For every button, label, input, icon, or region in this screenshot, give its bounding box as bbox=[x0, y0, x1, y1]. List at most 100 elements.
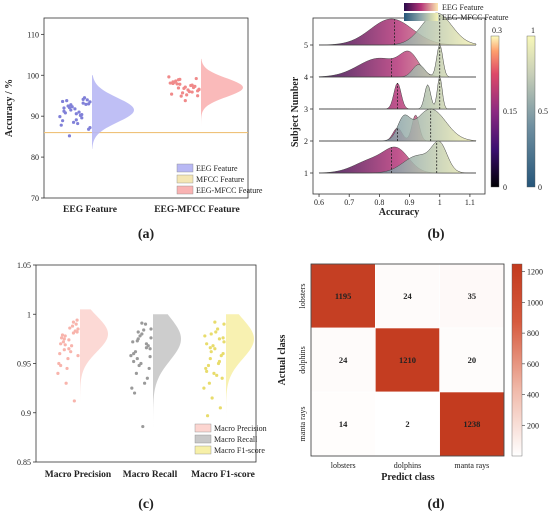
panel-b-colorbar-eeg-tick-0: 0 bbox=[503, 183, 507, 192]
panel-c-point-1-23 bbox=[149, 336, 153, 340]
panel-a-point-0-20 bbox=[82, 96, 87, 100]
panel-c-point-1-26 bbox=[132, 359, 136, 364]
panel-a-point-0-30 bbox=[80, 112, 84, 117]
panel-a-y-tick-label-3: 100 bbox=[27, 71, 39, 80]
panel-c-point-2-29 bbox=[208, 346, 212, 350]
panel-c-point-2-1 bbox=[209, 332, 213, 336]
panel-c-point-0-17 bbox=[69, 350, 73, 354]
panel-a-y-tick-label-1: 80 bbox=[31, 153, 39, 162]
panel-c-point-0-20 bbox=[72, 399, 76, 403]
panel-d-cell-value-2-0: 14 bbox=[339, 419, 348, 429]
panel-a-point-1-10 bbox=[194, 76, 198, 81]
panel-c-point-2-19 bbox=[210, 396, 214, 400]
panel-d-cell-0-2 bbox=[439, 263, 505, 329]
panel-c-point-0-2 bbox=[71, 320, 76, 324]
panel-c-violin-1 bbox=[153, 314, 181, 428]
panel-b-ridge-eeg-4 bbox=[318, 50, 476, 78]
panel-c-violin-2 bbox=[226, 314, 254, 418]
panel-d-cell-1-0 bbox=[310, 327, 376, 393]
panel-d-colorbar: 200 400 600 800 1000 1200 bbox=[511, 263, 543, 457]
panel-c-point-0-19 bbox=[64, 381, 68, 385]
panel-b-ridge-mfcc-2 bbox=[319, 108, 477, 142]
panel-a-point-0-4 bbox=[74, 112, 78, 116]
panel-d-cell-value-1-0: 24 bbox=[339, 355, 348, 365]
panel-c-point-1-16 bbox=[133, 350, 138, 354]
panel-b-colorbar-mfcc-tick-2: 1 bbox=[531, 26, 535, 35]
panel-c-point-1-20 bbox=[145, 376, 149, 380]
panel-d-y-tick-label-0: lobsters bbox=[298, 284, 307, 309]
panel-a-point-1-11 bbox=[175, 82, 179, 86]
panel-a-point-0-29 bbox=[67, 134, 72, 138]
panel-a-legend-swatch-1 bbox=[176, 174, 194, 184]
panel-a-point-1-9 bbox=[182, 86, 186, 90]
panel-d-label: (d) bbox=[427, 497, 444, 512]
panel-c-point-2-11 bbox=[207, 381, 211, 385]
panel-a-point-0-25 bbox=[81, 101, 85, 105]
panel-a-y-label: Accuracy / % bbox=[4, 79, 15, 137]
panel-b: 0.6 0.7 0.8 0.9 1 1.1 1 2 3 4 5 Accuracy Subject N… bbox=[290, 3, 548, 242]
panel-c-legend-swatch-2 bbox=[194, 445, 212, 455]
panel-c-point-2-9 bbox=[212, 371, 216, 375]
panel-c-point-0-18 bbox=[56, 371, 60, 375]
panel-b-colorbar-mfcc-tick-0: 0 bbox=[538, 183, 542, 192]
panel-a-violins bbox=[44, 58, 248, 149]
panel-d-cell-1-1 bbox=[375, 327, 440, 393]
panel-a-point-0-28 bbox=[87, 127, 91, 131]
panel-c-point-0-16 bbox=[60, 333, 65, 337]
panel-a-violin-0 bbox=[92, 75, 134, 149]
panel-c-point-2-21 bbox=[205, 414, 210, 418]
panel-a-legend-swatch-0 bbox=[176, 163, 194, 173]
panel-a-point-0-15 bbox=[84, 102, 88, 106]
panel-a-legend-label-0: EEG Feature bbox=[196, 164, 238, 173]
panel-d-cell-value-0-1: 24 bbox=[403, 291, 412, 301]
panel-d-cell-value-2-2: 1238 bbox=[463, 419, 480, 429]
panel-d-colorbar-tick-label-4: 1000 bbox=[527, 298, 543, 307]
panel-c-legend-label-2: Macro F1-score bbox=[214, 446, 265, 455]
panel-c-point-1-6 bbox=[135, 356, 139, 361]
panel-b-colorbar-eeg: 0 0.15 0.3 bbox=[490, 26, 517, 192]
panel-c-point-1-0 bbox=[149, 327, 153, 331]
panel-c-y-tick-label-1: 0.9 bbox=[21, 409, 31, 418]
panel-c-point-0-1 bbox=[63, 334, 67, 338]
panel-d-cell-value-1-2: 20 bbox=[468, 355, 477, 365]
panel-a-point-1-20 bbox=[191, 85, 196, 90]
panel-a-point-0-17 bbox=[77, 110, 81, 114]
panel-b-legend-label-1: EEG-MFCC Feature bbox=[442, 13, 509, 22]
panel-c-point-1-27 bbox=[140, 321, 144, 325]
panel-a-point-0-24 bbox=[69, 108, 73, 112]
panel-c-legend-swatch-0 bbox=[194, 423, 212, 433]
panel-d-colorbar-tick-label-5: 1200 bbox=[527, 268, 543, 277]
panel-b-legend-label-0: EEG Feature bbox=[442, 3, 484, 12]
panel-c-point-0-28 bbox=[75, 318, 79, 322]
panel-c-point-1-17 bbox=[142, 328, 146, 332]
panel-a-point-0-7 bbox=[80, 116, 84, 120]
panel-c-point-1-8 bbox=[131, 340, 135, 344]
panel-a-point-0-31 bbox=[61, 99, 65, 104]
panel-c-point-2-27 bbox=[213, 320, 217, 324]
panel-b-y-tick-label-3: 4 bbox=[304, 73, 308, 82]
panel-b-colorbar-eeg-tick-2: 0.3 bbox=[492, 26, 502, 35]
panel-c-point-2-20 bbox=[218, 406, 222, 410]
panel-a-point-0-13 bbox=[59, 123, 63, 127]
panel-d-colorbar-tick-label-0: 200 bbox=[527, 421, 539, 430]
panel-c-point-2-15 bbox=[219, 354, 223, 358]
panel-d-cell-value-2-1: 2 bbox=[405, 419, 409, 429]
panel-a-point-0-11 bbox=[66, 104, 70, 108]
panel-d-colorbar-bar bbox=[511, 263, 523, 457]
panel-a-legend-label-1: MFCC Feature bbox=[196, 175, 245, 184]
panel-a-point-0-14 bbox=[71, 120, 76, 124]
panel-c-point-1-25 bbox=[144, 346, 149, 350]
panel-a-point-1-17 bbox=[186, 88, 190, 92]
panel-c-category-label-1: Macro Recall bbox=[123, 470, 178, 480]
panel-a-point-0-10 bbox=[85, 98, 89, 102]
panel-b-x-tick-label-0: 0.6 bbox=[314, 198, 324, 207]
panel-a-legend-label-2: EEG-MFCC Feature bbox=[196, 186, 263, 195]
panel-c-point-2-4 bbox=[213, 347, 217, 351]
panel-c-point-2-0 bbox=[222, 322, 226, 326]
panel-a-point-0-27 bbox=[74, 118, 78, 122]
panel-c-point-2-17 bbox=[215, 373, 219, 377]
panel-d-cell-2-1 bbox=[375, 391, 440, 457]
panel-c-point-2-16 bbox=[206, 363, 211, 368]
panel-c-point-1-29 bbox=[135, 339, 139, 343]
